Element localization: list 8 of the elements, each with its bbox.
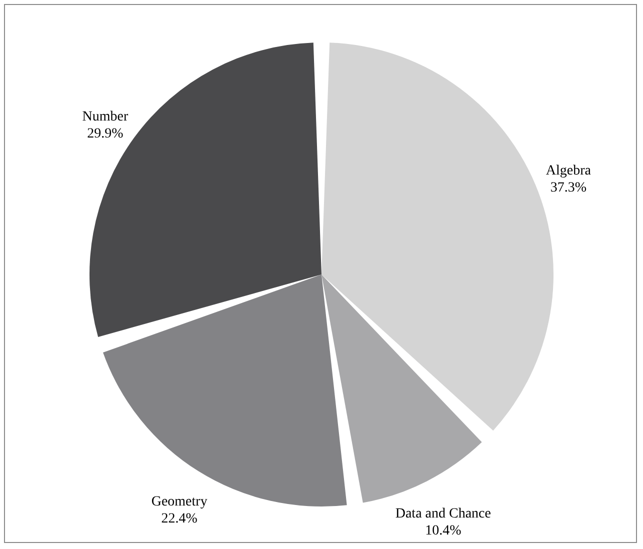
slice-label: Geometry — [151, 494, 208, 510]
slice-label: Data and Chance — [395, 506, 491, 522]
data-label: 37.3% — [550, 180, 587, 196]
data-label: 29.9% — [87, 126, 124, 142]
data-label: 22.4% — [161, 512, 198, 527]
slice-label: Algebra — [546, 163, 592, 178]
slice-label: Number — [82, 109, 128, 124]
data-label: 10.4% — [425, 523, 462, 538]
